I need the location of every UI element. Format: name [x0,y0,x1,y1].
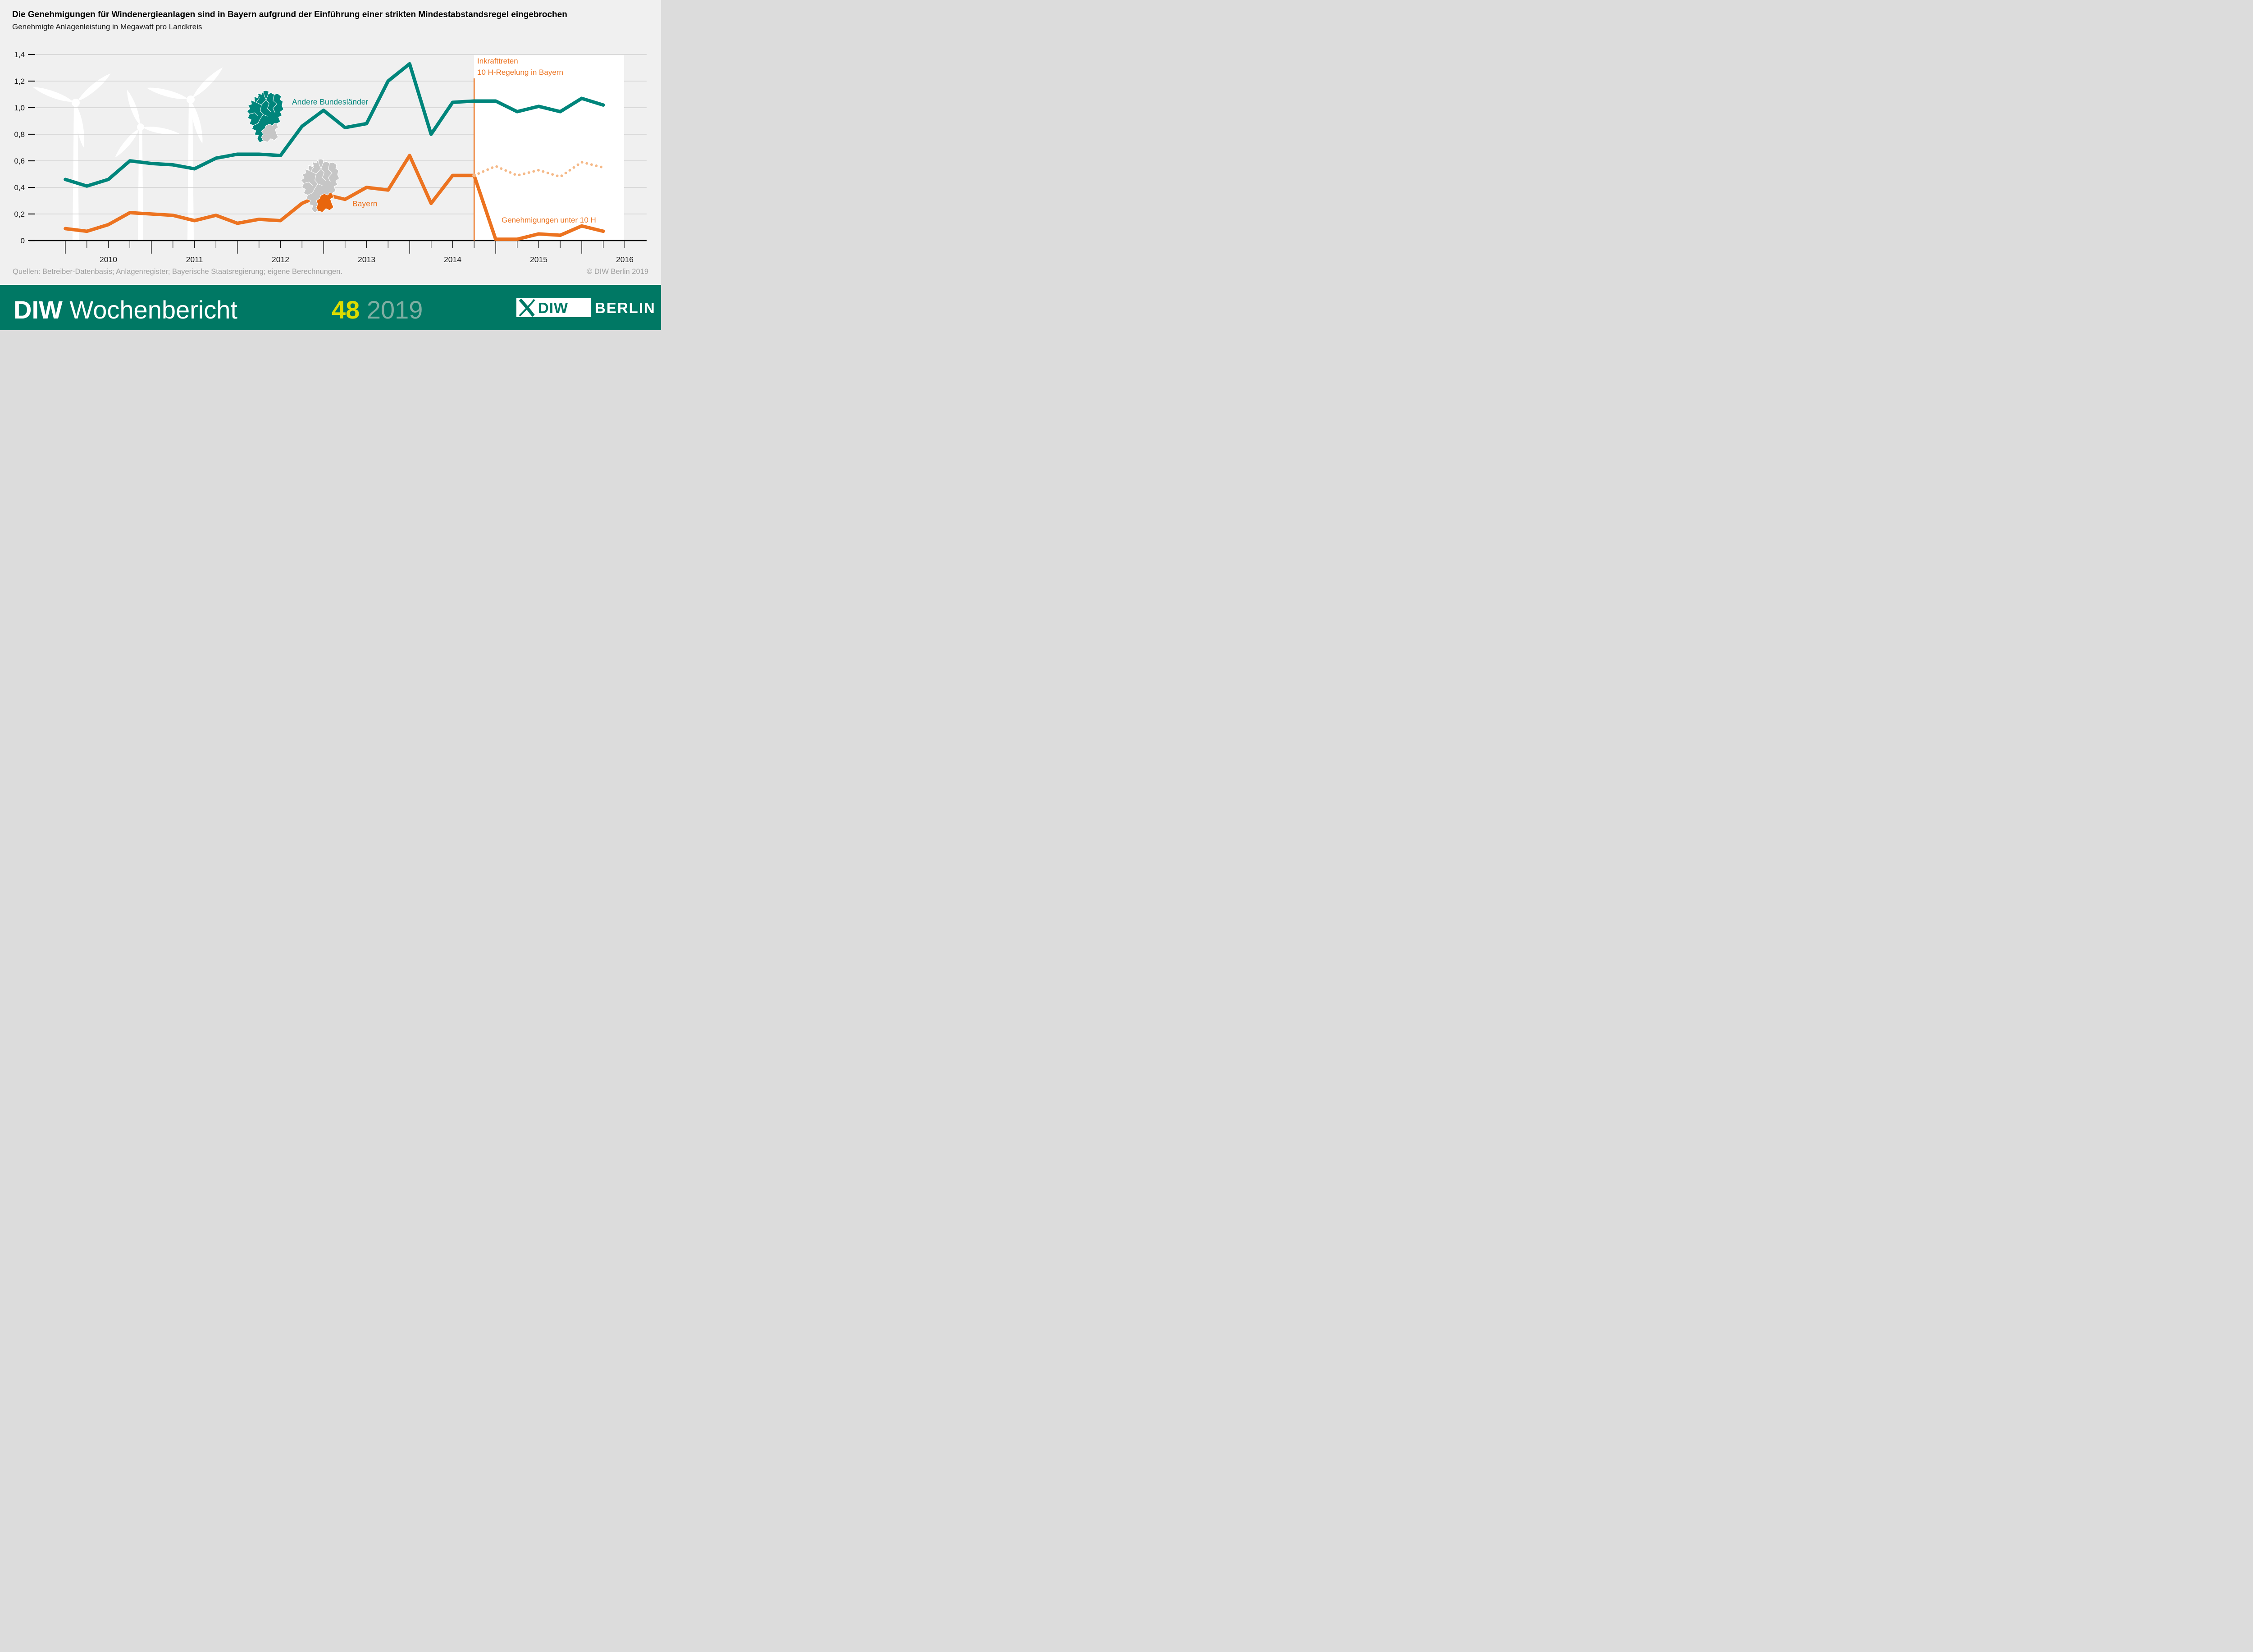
line-bayern [64,154,605,241]
svg-text:1,0: 1,0 [14,104,25,112]
svg-text:0,2: 0,2 [14,210,25,218]
brand-diw: DIW [14,296,63,324]
dotted-line-start-dot [472,173,476,177]
svg-text:0,8: 0,8 [14,130,25,139]
germany-map-other-states [246,90,284,143]
svg-text:0: 0 [21,237,25,245]
svg-text:2016: 2016 [616,255,634,264]
svg-text:1,2: 1,2 [14,77,25,86]
x-axis [28,54,647,254]
svg-text:2015: 2015 [530,255,547,264]
diw-berlin-logo: DIW BERLIN [516,298,656,317]
line-andere-bundeslaender [64,62,605,188]
svg-text:1,4: 1,4 [14,50,25,59]
svg-text:2014: 2014 [444,255,461,264]
svg-text:2011: 2011 [186,255,203,264]
issue-info: 48 2019 [332,295,423,324]
svg-text:0,6: 0,6 [14,157,25,165]
wind-turbine-icon [33,67,223,241]
y-axis-labels: 0 0,2 0,4 0,6 0,8 1,0 1,2 1,4 [14,50,25,245]
brand-wochenbericht: Wochenbericht [62,296,237,324]
source-row: Quellen: Betreiber-Datenbasis; Anlagenre… [0,268,661,279]
event-label-line1: Inkrafttreten [477,57,518,65]
svg-text:0,4: 0,4 [14,183,25,192]
wind-permits-line-chart: 00,20,40,60,81,01,21,4 2010 2011 2012 2013 2… [14,50,647,264]
event-label-line2: 10 H-Regelung in Bayern [477,68,563,77]
berlin-logo-text: BERLIN [595,300,656,316]
footer-separator [0,284,661,285]
diw-logo-x-icon [519,298,535,317]
svg-text:2013: 2013 [358,255,375,264]
issue-year: 2019 [366,296,423,324]
publication-brand: DIW Wochenbericht [14,295,237,324]
footer-band: DIW Wochenbericht 48 2019 DIW BERLIN [0,285,661,330]
diw-logo-text: DIW [538,300,569,316]
svg-text:2010: 2010 [100,255,117,264]
issue-number: 48 [332,296,360,324]
infographic-canvas: Die Genehmigungen für Windenergieanlagen… [0,0,661,330]
copyright-text: © DIW Berlin 2019 [587,268,648,276]
svg-text:2012: 2012 [272,255,289,264]
label-bayern: Bayern [352,199,377,208]
page-title: Die Genehmigungen für Windenergieanlagen… [12,10,567,19]
germany-map-bayern [301,159,340,213]
page-subtitle: Genehmigte Anlagenleistung in Megawatt p… [12,23,202,31]
line-genehmigungen-unter-10h-dotted [473,160,605,178]
label-andere-bundeslaender: Andere Bundesländer [292,97,368,106]
post-10h-white-panel [474,55,624,241]
label-genehmigungen-unter-10h: Genehmigungen unter 10 H [502,216,596,224]
sources-text: Quellen: Betreiber-Datenbasis; Anlagenre… [13,268,342,276]
x-axis-year-labels: 2010 2011 2012 2013 2014 2015 2016 [100,255,634,264]
